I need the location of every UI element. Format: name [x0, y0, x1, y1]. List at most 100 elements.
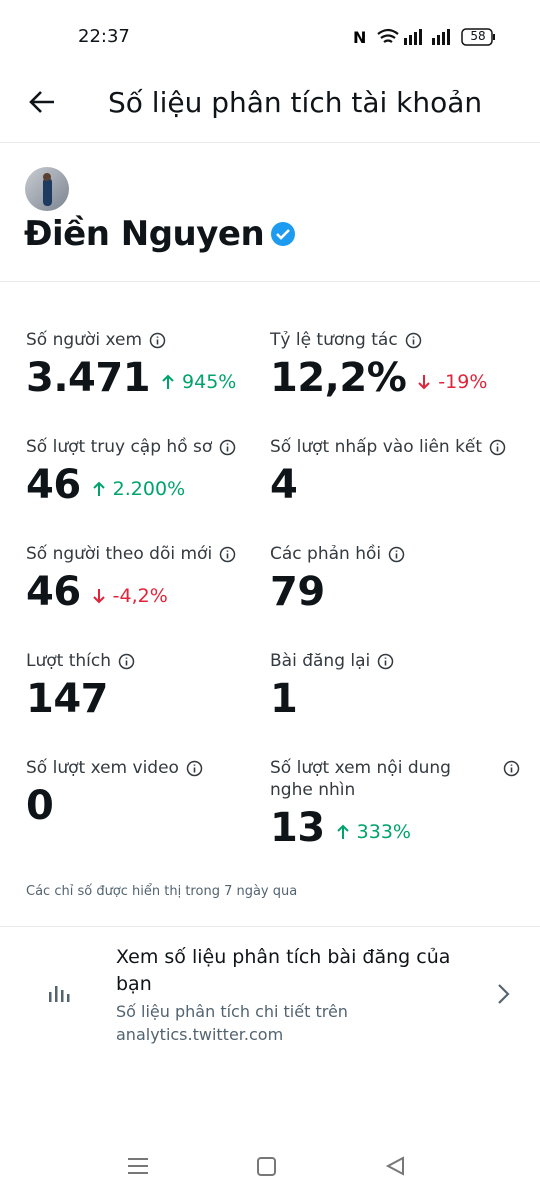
info-icon: [405, 332, 421, 349]
metric-change: 2.200%: [91, 478, 185, 500]
metric: Bài đăng lại 1: [270, 650, 520, 724]
metric: Tỷ lệ tương tác 12,2% -19%: [270, 329, 520, 403]
svg-text:N: N: [353, 28, 366, 47]
status-time: 22:37: [78, 26, 130, 47]
metric: Số người theo dõi mới 46 -4,2%: [26, 543, 276, 617]
metric-change: -19%: [416, 371, 487, 393]
divider: [0, 142, 540, 143]
profile-name: Điền Nguyen: [24, 214, 265, 254]
info-circle: [489, 439, 506, 456]
back-button[interactable]: [26, 86, 58, 118]
metric: Số người xem 3.471 945%: [26, 329, 276, 403]
metric-label: Số người theo dõi mới: [26, 544, 213, 564]
metric-value: 147: [26, 676, 109, 722]
metric-label: Các phản hồi: [270, 544, 382, 564]
arrow-path: [336, 824, 349, 839]
chart-icon: [49, 986, 70, 1002]
metric-label: Lượt thích: [26, 651, 111, 671]
info-icon: [378, 653, 394, 670]
change-text: -19%: [438, 371, 488, 393]
metric-value-row: 13 333%: [270, 803, 520, 853]
metric-value-row: 4: [270, 460, 520, 510]
change-text: 333%: [356, 821, 411, 843]
metric-value: 4: [270, 462, 298, 508]
info-icon: [489, 439, 506, 456]
link-subtitle: Số liệu phân tích chi tiết trên analytic…: [116, 1002, 348, 1044]
arrow-path: [418, 375, 430, 390]
info-circle: [503, 760, 520, 777]
metric-value-row: 46 -4,2%: [26, 567, 276, 617]
info-icon: [219, 546, 236, 563]
metric-label-row: Số người xem: [26, 329, 276, 351]
change-text: -4,2%: [112, 585, 168, 607]
chevron: [498, 984, 510, 1004]
metric-label-row: Số lượt xem nội dung nghe nhìn: [270, 757, 520, 801]
metric-change: 945%: [160, 371, 236, 393]
metric-label-row: Bài đăng lại: [270, 650, 520, 672]
metric-value-row: 79: [270, 567, 520, 617]
nav-bar: [128, 1156, 404, 1176]
change-text: 2.200%: [112, 478, 186, 500]
info-circle: [220, 439, 236, 456]
info-circle: [388, 546, 405, 563]
verified-badge: [271, 222, 296, 246]
link-title: Xem số liệu phân tích bài đăng của bạn: [116, 946, 451, 995]
info-circle: [186, 760, 203, 777]
metric-label-row: Số người theo dõi mới: [26, 543, 276, 565]
metric-value-row: 3.471 945%: [26, 353, 276, 403]
metric: Các phản hồi 79: [270, 543, 520, 617]
arrow-path: [162, 374, 174, 389]
trend-arrow: [336, 824, 349, 839]
trend-arrow: [418, 375, 430, 390]
metric: Số lượt xem nội dung nghe nhìn 13 333%: [270, 757, 520, 853]
metric-value: 12,2%: [270, 355, 407, 401]
divider: [0, 281, 540, 282]
metric-value: 79: [270, 569, 325, 615]
trend-arrow: [92, 589, 105, 604]
info-icon: [503, 760, 520, 777]
trend-arrow: [92, 481, 105, 496]
metric-label-row: Tỷ lệ tương tác: [270, 329, 520, 351]
metric-change: -4,2%: [91, 585, 168, 607]
metric-label-row: Số lượt nhấp vào liên kết: [270, 436, 520, 458]
nav-home[interactable]: [257, 1157, 276, 1176]
metric: Số lượt xem video 0: [26, 757, 276, 831]
metric-label-row: Số lượt xem video: [26, 757, 276, 779]
metric-label: Số lượt xem video: [26, 758, 179, 778]
link-card[interactable]: Xem số liệu phân tích bài đăng của bạn S…: [0, 930, 540, 1060]
nav-menu[interactable]: [128, 1158, 148, 1174]
metric-value: 3.471: [26, 355, 151, 401]
profile-row: Điền Nguyen: [24, 214, 297, 254]
metric-label: Số lượt truy cập hồ sơ: [26, 437, 213, 457]
metric-value-row: 12,2% -19%: [270, 353, 520, 403]
status-icons: N: [353, 28, 495, 47]
info-icon: [220, 439, 236, 456]
info-circle: [118, 653, 135, 670]
battery-level: 58: [470, 29, 486, 43]
metric-label-row: Các phản hồi: [270, 543, 520, 565]
metric-value-row: 147: [26, 674, 276, 724]
metric-label-row: Lượt thích: [26, 650, 276, 672]
metric: Số lượt nhấp vào liên kết 4: [270, 436, 520, 510]
info-icon: [388, 546, 405, 563]
nav-back[interactable]: [385, 1156, 404, 1176]
metric: Lượt thích 147: [26, 650, 276, 724]
metric-value-row: 1: [270, 674, 520, 724]
note: Các chỉ số được hiển thị trong 7 ngày qu…: [26, 884, 298, 899]
metric-label: Tỷ lệ tương tác: [270, 330, 398, 350]
avatar[interactable]: [24, 166, 70, 212]
metric-value: 13: [270, 805, 325, 851]
metric-value-row: 46 2.200%: [26, 460, 276, 510]
info-circle: [378, 653, 394, 670]
metric-label: Số người xem: [26, 330, 143, 350]
metric-label: Số lượt nhấp vào liên kết: [270, 437, 483, 457]
metric-label-row: Số lượt truy cập hồ sơ: [26, 436, 276, 458]
metric: Số lượt truy cập hồ sơ 46 2.200%: [26, 436, 276, 510]
metric-label: Bài đăng lại: [270, 651, 371, 671]
info-circle: [149, 332, 166, 349]
change-text: 945%: [182, 371, 237, 393]
metric-value-row: 0: [26, 781, 276, 831]
info-icon: [149, 332, 166, 349]
trend-arrow: [162, 374, 174, 389]
